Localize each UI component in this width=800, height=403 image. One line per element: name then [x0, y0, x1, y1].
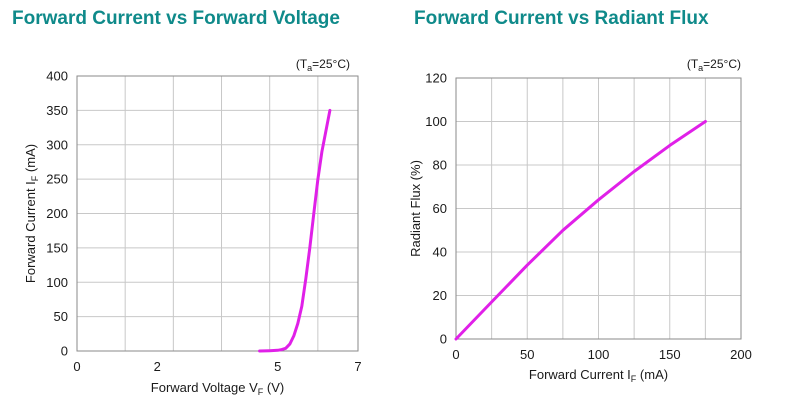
chart2-x-tick-label: 50	[520, 347, 534, 362]
chart2-y-tick-label: 60	[433, 201, 447, 216]
chart1-y-tick-label: 200	[46, 206, 68, 221]
chart2-x-axis-label: Forward Current IF (mA)	[529, 367, 668, 384]
chart1-x-tick-label: 7	[354, 359, 361, 374]
chart2-plot-frame	[455, 77, 742, 340]
chart1-condition-label: (Ta=25°C)	[296, 57, 350, 73]
chart2-condition-label: (Ta=25°C)	[687, 57, 741, 73]
chart1-series-line	[258, 108, 332, 353]
chart1-plot-frame	[76, 75, 359, 352]
chart1-x-tick-label: 5	[274, 359, 281, 374]
chart1-x-axis-label: Forward Voltage VF (V)	[151, 380, 284, 397]
chart1-y-tick-label: 50	[54, 309, 68, 324]
chart2-y-tick-label: 40	[433, 245, 447, 260]
chart2-y-tick-label: 0	[440, 332, 447, 347]
chart1-y-tick-label: 350	[46, 103, 68, 118]
chart2-y-tick-label: 20	[433, 288, 447, 303]
chart1-x-tick-label: 2	[154, 359, 161, 374]
chart1-y-tick-label: 400	[46, 69, 68, 84]
chart1-y-tick-label: 250	[46, 172, 68, 187]
chart2-x-tick-label: 200	[730, 347, 752, 362]
chart1-y-tick-label: 0	[61, 344, 68, 359]
chart1-y-tick-label: 100	[46, 275, 68, 290]
right-chart-title: Forward Current vs Radiant Flux	[414, 8, 709, 29]
chart2-y-axis-label: Radiant Flux (%)	[408, 160, 423, 257]
chart2-x-tick-label: 0	[452, 347, 459, 362]
chart1-y-tick-label: 150	[46, 240, 68, 255]
chart2-x-tick-label: 100	[588, 347, 610, 362]
chart1-y-axis-label: Forward Current IF (mA)	[23, 144, 40, 283]
chart2-y-tick-label: 80	[433, 158, 447, 173]
chart2-y-tick-label: 100	[425, 114, 447, 129]
chart1-y-tick-label: 300	[46, 137, 68, 152]
chart1-x-tick-label: 0	[73, 359, 80, 374]
chart2-x-tick-label: 150	[659, 347, 681, 362]
left-chart-title: Forward Current vs Forward Voltage	[12, 8, 340, 29]
chart2-series-line	[454, 120, 707, 341]
chart2-y-tick-label: 120	[425, 71, 447, 86]
